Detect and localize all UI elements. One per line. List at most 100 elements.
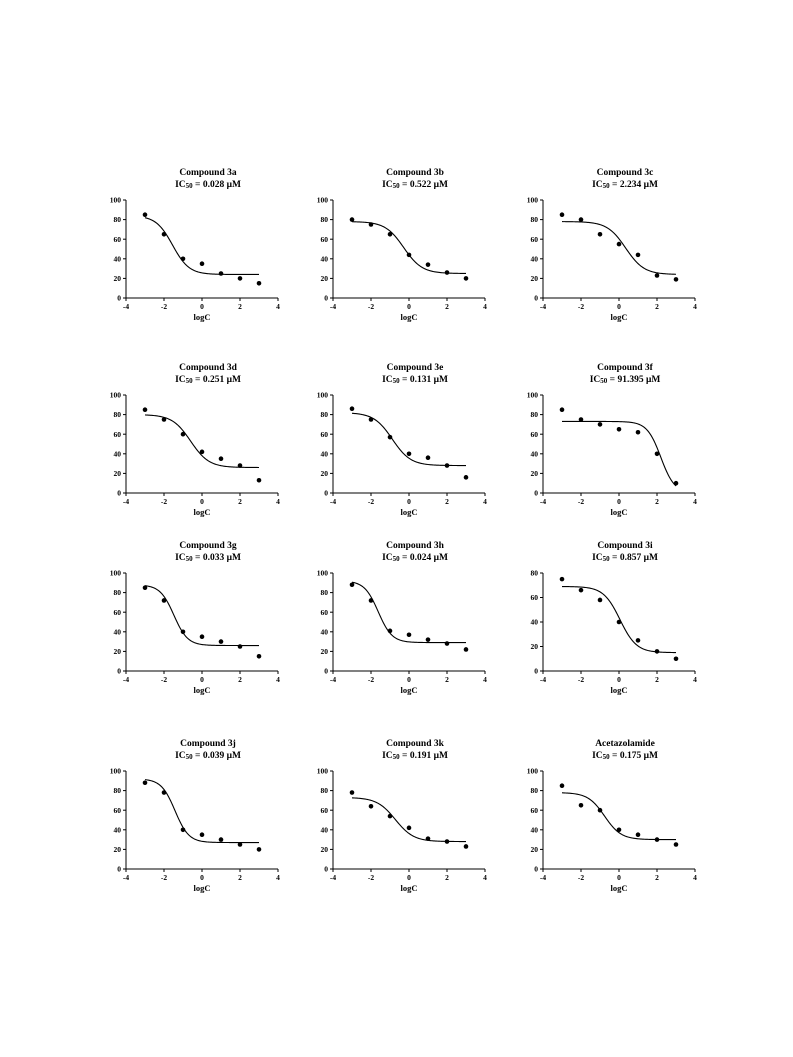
chart-panel: Compound 3b IC50 = 0.522 μM 0 20 40 60 80 100 -4… (315, 167, 515, 343)
ic50-unit: μM (641, 553, 658, 563)
ic50-equals: = (192, 375, 203, 385)
x-tick-label: 0 (407, 497, 411, 506)
data-point (368, 417, 374, 422)
x-tick-label: -4 (123, 497, 129, 506)
data-point (180, 431, 186, 437)
ic50-value: 0.522 (409, 180, 432, 190)
x-tick-label: 4 (483, 497, 487, 506)
chart-title: Compound 3j (180, 739, 236, 749)
data-point (256, 654, 262, 659)
chart-panel: Acetazolamide IC50 = 0.175 μM 0 20 40 60 80 100… (525, 738, 725, 914)
data-point (463, 647, 469, 652)
chart-panel: Compound 3j IC50 = 0.039 μM 0 20 40 60 80 100 -4… (108, 738, 308, 914)
ic50-value: 0.251 (202, 375, 225, 385)
x-tick-label: 2 (655, 302, 659, 311)
y-tick-label: 40 (531, 254, 539, 263)
x-tick-label: 2 (445, 675, 449, 684)
data-point (559, 407, 565, 412)
data-point (180, 256, 186, 262)
data-point (161, 790, 167, 795)
y-tick-label: 100 (110, 196, 122, 205)
ic50-subscript: 50 (392, 753, 400, 761)
data-point (597, 422, 603, 427)
y-tick-label: 40 (321, 254, 329, 263)
x-tick-label: 4 (276, 497, 280, 506)
x-axis-label: logC (401, 507, 418, 517)
data-point (425, 455, 431, 461)
data-point (406, 252, 412, 258)
x-tick-label: 0 (200, 675, 204, 684)
x-tick-label: 4 (693, 302, 697, 311)
x-axis-label: logC (194, 883, 211, 893)
y-tick-label: 100 (317, 767, 329, 776)
y-tick-label: 60 (531, 430, 539, 439)
x-tick-label: -4 (330, 497, 336, 506)
ic50-prefix: IC (382, 180, 393, 190)
data-point (349, 790, 355, 795)
y-tick-label: 40 (114, 627, 122, 636)
x-tick-label: -4 (330, 873, 336, 882)
x-tick-label: 0 (617, 302, 621, 311)
fit-curve (351, 797, 466, 843)
y-tick-label: 40 (114, 449, 122, 458)
data-point (237, 463, 243, 468)
data-point (199, 634, 205, 639)
y-tick-label: 80 (321, 215, 329, 224)
y-tick-label: 20 (531, 469, 539, 478)
y-tick-label: 60 (114, 806, 122, 815)
fit-curve (144, 217, 259, 276)
y-tick-label: 80 (114, 588, 122, 597)
x-tick-label: -4 (540, 497, 546, 506)
ic50-label: IC50 = 91.395 μM (525, 374, 725, 387)
ic50-equals: = (609, 751, 620, 761)
ic50-equals: = (399, 375, 410, 385)
data-point (597, 232, 603, 237)
x-tick-label: 4 (276, 873, 280, 882)
y-tick-label: 20 (321, 469, 329, 478)
data-point (425, 637, 431, 642)
ic50-prefix: IC (592, 180, 603, 190)
y-tick-label: 60 (114, 235, 122, 244)
data-point (406, 632, 412, 638)
ic50-value: 0.191 (409, 751, 432, 761)
x-tick-label: -4 (123, 302, 129, 311)
data-point (142, 585, 148, 590)
data-point (673, 277, 679, 282)
data-point (237, 644, 243, 649)
ic50-value: 0.175 (619, 751, 642, 761)
fit-curve (561, 585, 677, 654)
ic50-label: IC50 = 0.033 μM (108, 552, 308, 565)
y-tick-label: 60 (321, 430, 329, 439)
ic50-value: 0.857 (619, 553, 642, 563)
y-tick-label: 40 (114, 254, 122, 263)
x-tick-label: -4 (540, 302, 546, 311)
ic50-label: IC50 = 0.191 μM (315, 750, 515, 763)
data-point (218, 639, 224, 644)
ic50-subscript: 50 (185, 555, 193, 563)
data-point (654, 273, 660, 278)
x-tick-label: 2 (445, 302, 449, 311)
chart-title: Compound 3g (179, 541, 237, 551)
data-point (444, 463, 450, 468)
data-point (635, 252, 641, 258)
ic50-label: IC50 = 0.028 μM (108, 179, 308, 192)
x-tick-label: -4 (123, 873, 129, 882)
data-point (199, 261, 205, 266)
ic50-label: IC50 = 0.857 μM (525, 552, 725, 565)
data-point (387, 813, 393, 819)
data-point (237, 276, 243, 281)
data-point (368, 803, 374, 809)
data-point (218, 837, 224, 842)
data-point (444, 839, 450, 844)
data-point (559, 576, 565, 582)
data-point (578, 803, 584, 808)
ic50-subscript: 50 (602, 182, 610, 190)
ic50-subscript: 50 (185, 377, 193, 385)
y-tick-label: 60 (531, 806, 539, 815)
ic50-label: IC50 = 2.234 μM (525, 179, 725, 192)
